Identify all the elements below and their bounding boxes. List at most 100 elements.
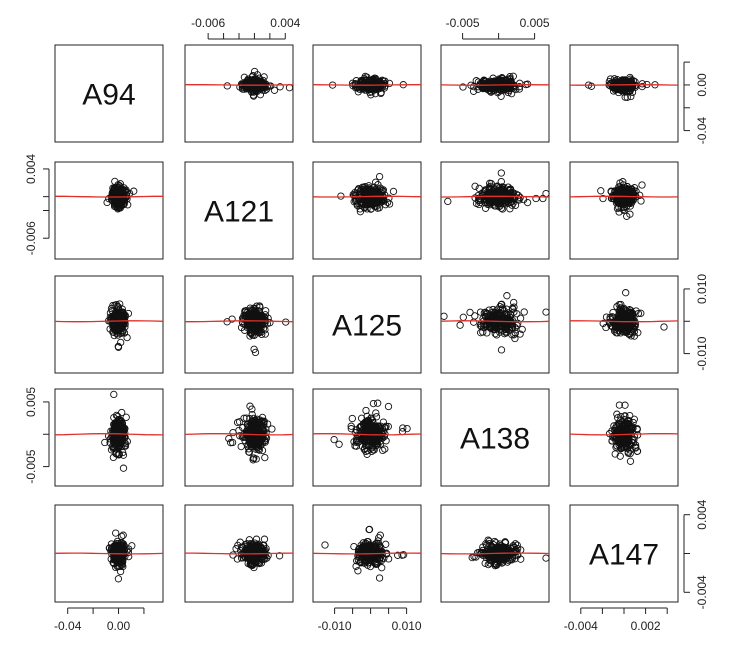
data-point [120,425,128,433]
data-point [502,85,510,93]
data-point [497,187,505,195]
data-point [630,415,638,423]
data-point [259,421,268,430]
data-point [587,82,596,90]
data-point [358,191,366,199]
data-point [250,331,258,339]
data-point [515,83,524,91]
panel-A138-A125 [312,388,422,487]
data-point [109,453,118,462]
data-point [373,425,381,433]
data-point [114,342,122,351]
smoother-line [54,552,164,555]
data-point [354,567,362,575]
data-point [260,417,268,425]
data-point [617,424,625,432]
data-point [506,185,515,193]
data-point [627,81,636,90]
data-point [501,83,509,91]
data-point [610,75,619,83]
data-point [611,424,620,432]
data-point [364,80,372,88]
data-point [597,187,605,195]
data-point [113,554,121,562]
data-point [660,323,668,331]
data-point [493,182,501,190]
data-point [115,182,123,190]
data-point [120,542,129,550]
data-point [373,439,382,448]
data-point [621,412,629,420]
data-point [229,428,237,437]
data-point [249,426,258,434]
panel-frame [569,275,679,374]
data-point [382,437,390,445]
data-point [621,401,629,409]
data-point [631,191,639,200]
data-point [118,322,127,330]
data-point [510,331,518,339]
data-point [107,540,116,548]
data-point [354,438,363,446]
data-point [500,330,509,338]
panel-A125-A121 [184,275,294,374]
data-point [275,552,284,560]
data-point [510,298,518,307]
data-point [119,428,128,436]
data-point [360,204,369,212]
smoother-line [569,195,679,198]
data-point [257,313,266,321]
data-point [615,401,624,409]
smoother-line [441,195,550,198]
data-point [260,535,269,543]
data-point [242,414,251,422]
data-point [620,206,628,215]
panel-frame [312,275,422,374]
data-point [119,531,127,539]
data-point [347,422,355,430]
data-point [259,541,267,550]
data-point [112,411,121,420]
data-point [444,197,452,206]
data-point [505,196,513,205]
data-point [616,452,624,460]
data-point [399,424,407,432]
data-point [335,440,343,448]
data-point [375,185,384,193]
data-point [511,323,519,332]
data-point [496,200,504,208]
data-point [637,309,645,317]
data-point [375,172,384,181]
data-point [471,194,479,202]
data-point [611,450,619,458]
data-point [227,439,235,447]
data-point [440,312,448,320]
panel-A121-A147 [569,161,679,260]
data-point [122,413,130,421]
data-point [509,72,517,80]
data-point [516,79,524,87]
data-point [456,321,464,329]
data-point [487,319,495,327]
data-point [237,554,246,562]
data-point [244,82,253,91]
data-point [381,191,389,199]
data-point [246,402,254,410]
data-point [627,188,635,196]
data-point [622,324,630,332]
data-point [621,78,630,87]
data-point [485,184,494,192]
data-point [117,541,125,550]
panel-A94-A94: A94 [54,44,164,143]
data-point [249,327,257,335]
data-point [112,311,120,320]
data-point [261,330,269,338]
data-point [616,304,625,312]
smoother-line [185,552,294,555]
data-point [330,435,338,444]
data-point [372,409,380,417]
data-point [223,318,231,326]
data-point [249,554,258,562]
variable-label-A125: A125 [332,310,402,343]
